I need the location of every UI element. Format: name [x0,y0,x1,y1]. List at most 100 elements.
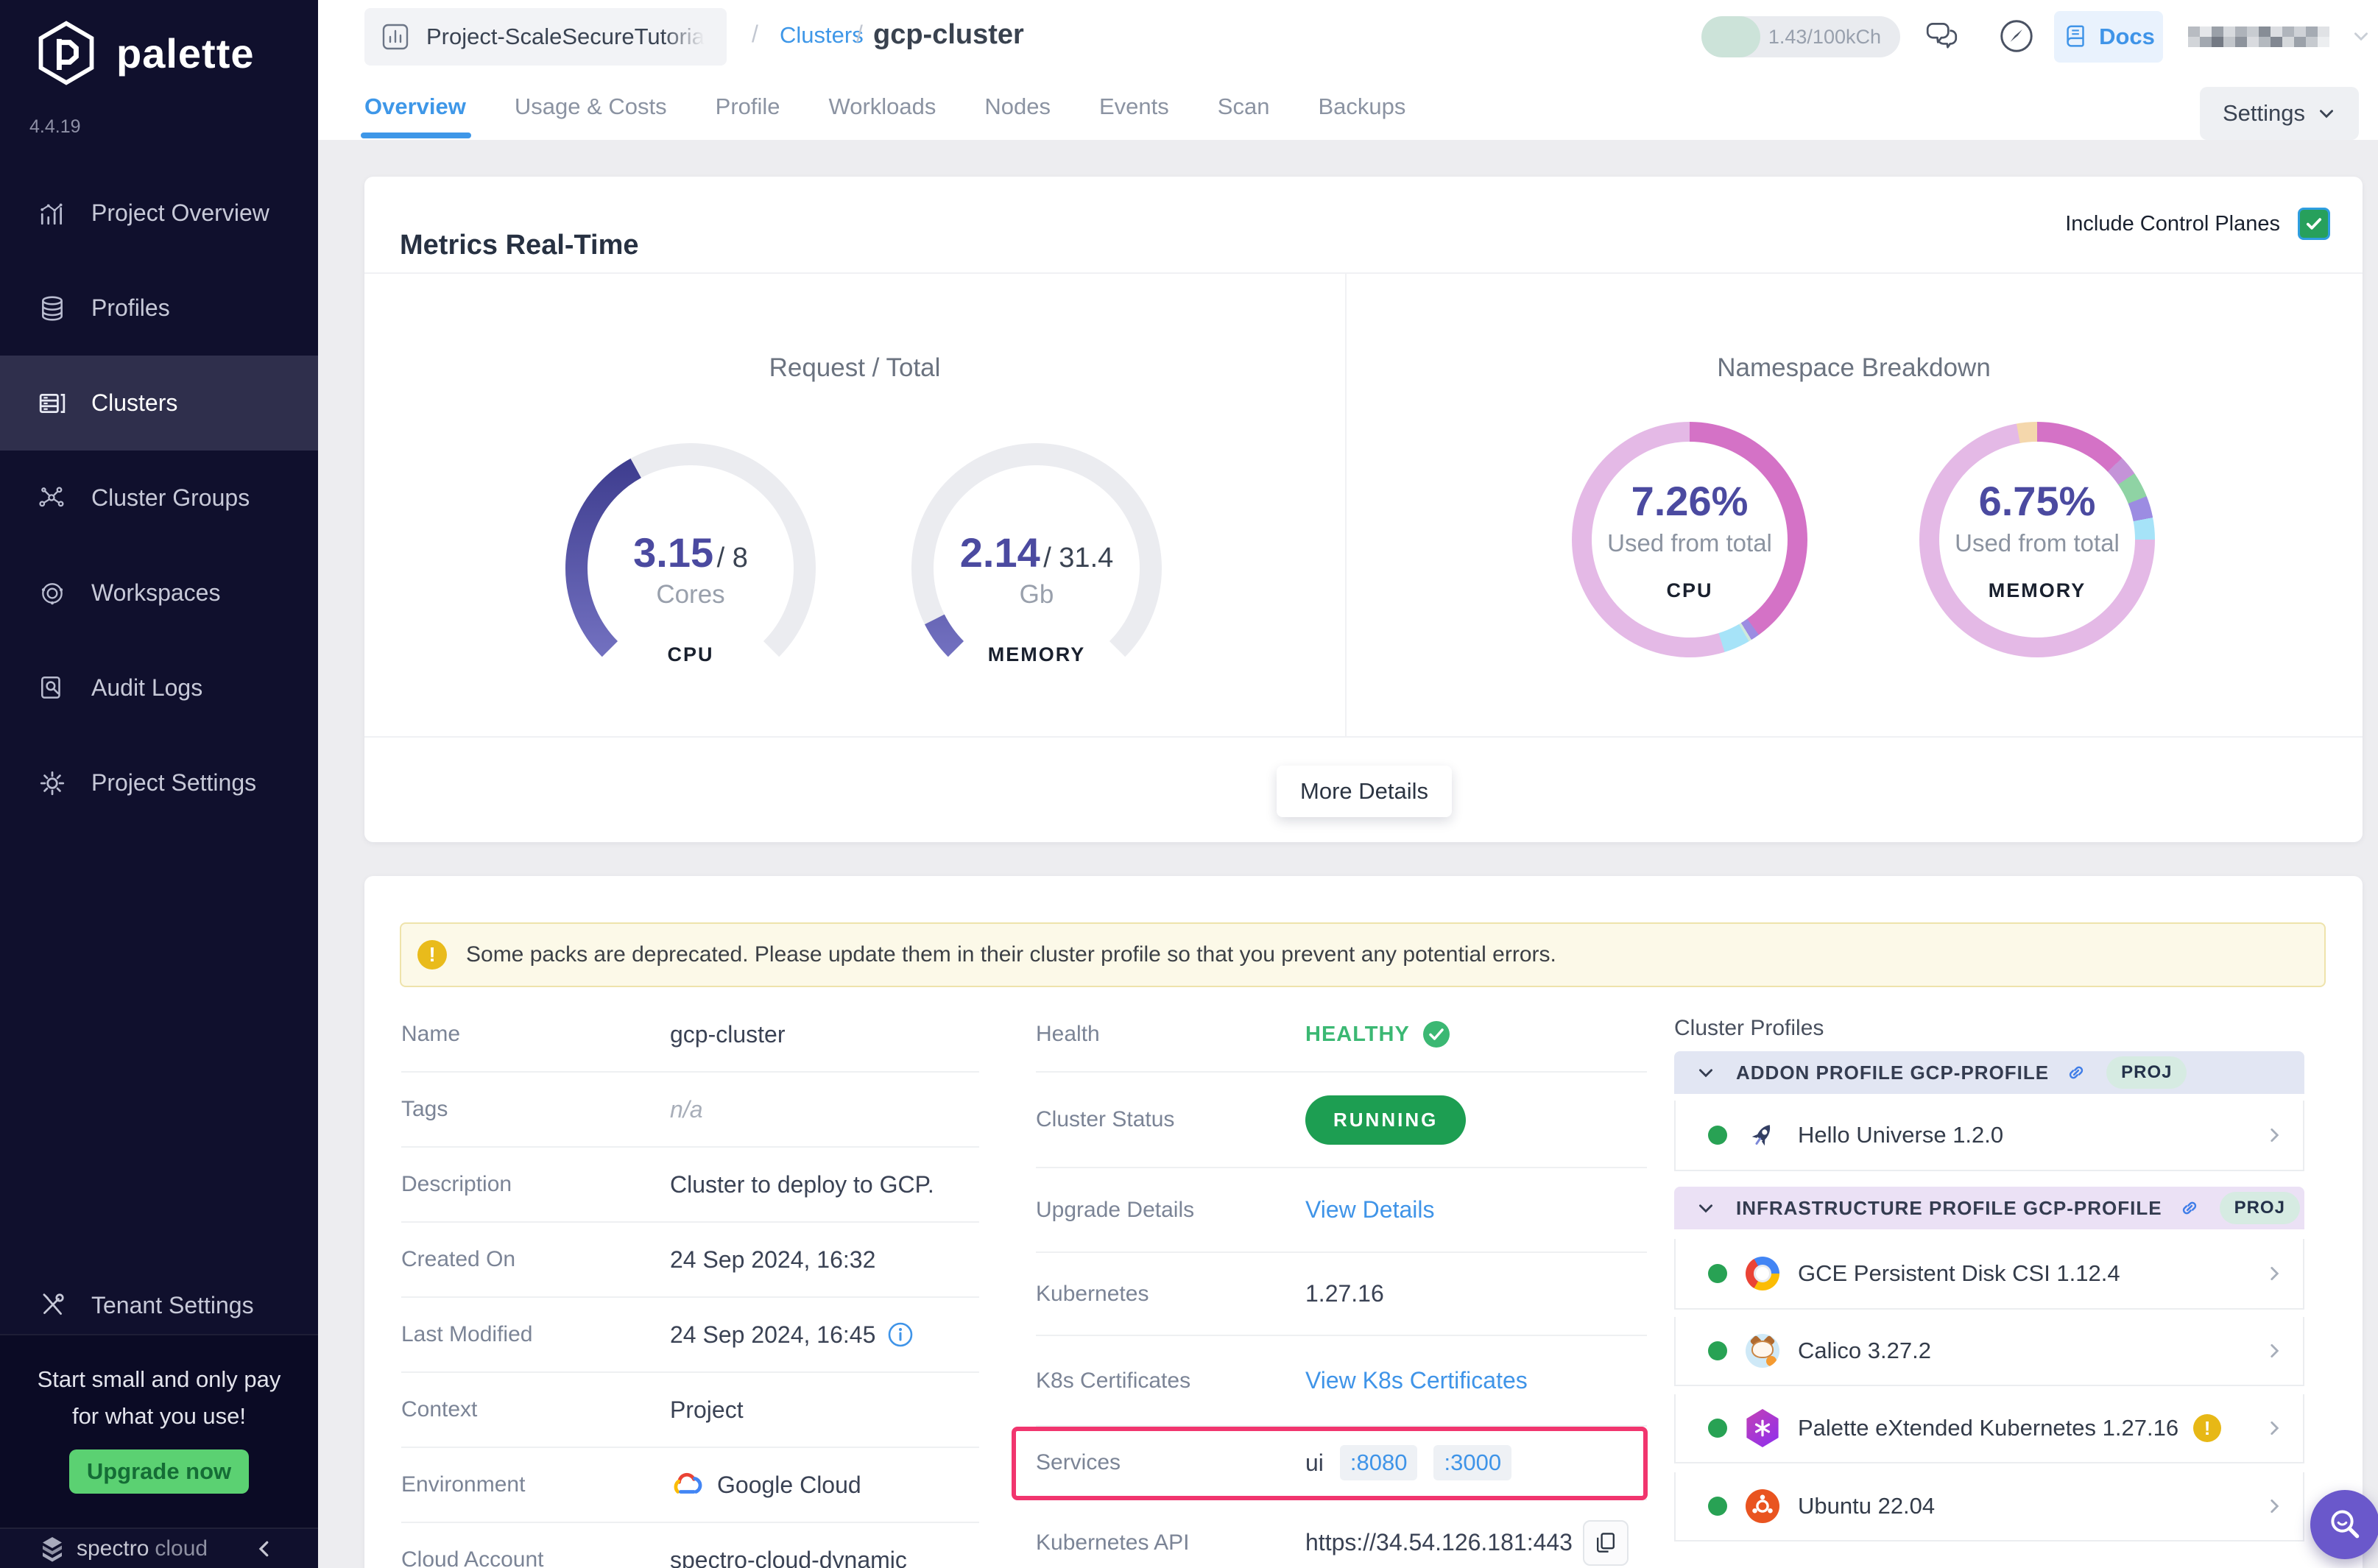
sidebar-item-clusters[interactable]: Clusters [0,356,318,451]
detail-row-created-on: Created On 24 Sep 2024, 16:32 [401,1223,979,1298]
include-control-planes-checkbox[interactable] [2298,208,2330,240]
cpu-gauge: 3.15 / 8 Cores CPU [565,443,816,693]
profile-item-ubuntu[interactable]: Ubuntu 22.04 [1674,1472,2304,1541]
deprecated-packs-banner: ! Some packs are deprecated. Please upda… [400,922,2326,987]
sidebar-item-label: Cluster Groups [91,484,250,512]
copy-api-url-button[interactable] [1583,1520,1629,1566]
sidebar-item-label: Audit Logs [91,674,202,702]
detail-row-name: Name gcp-cluster [401,997,979,1073]
tab-scan[interactable]: Scan [1218,93,1270,120]
user-name-redacted[interactable] [2188,21,2340,57]
tab-events[interactable]: Events [1099,93,1169,120]
user-menu-chevron-icon[interactable] [2351,27,2371,46]
metrics-realtime-card: Metrics Real-Time Include Control Planes… [364,177,2363,842]
profile-item-palette-extended-kubernetes[interactable]: Palette eXtended Kubernetes 1.27.16 ! [1674,1394,2304,1463]
topbar: Project-ScaleSecureTutoria / Clusters / … [318,0,2378,74]
detail-row-context: Context Project [401,1373,979,1448]
upgrade-promo: Start small and only pay for what you us… [0,1334,318,1529]
pack-status-dot [1708,1497,1727,1516]
tab-profile[interactable]: Profile [716,93,780,120]
google-cloud-icon [670,1472,704,1498]
chevron-right-icon [2265,1419,2284,1438]
promo-text-line2: for what you use! [0,1403,318,1430]
addon-profile-name: ADDON PROFILE GCP-PROFILE [1736,1062,2049,1084]
explore-compass-icon[interactable] [1997,16,2036,56]
pack-deprecated-warning-icon[interactable]: ! [2193,1414,2221,1442]
service-port-8080-link[interactable]: :8080 [1340,1445,1418,1480]
more-details-button[interactable]: More Details [1277,766,1452,817]
project-chart-icon [379,21,412,53]
warning-icon: ! [417,940,447,970]
chevron-down-icon [1696,1198,1715,1218]
copy-icon [1592,1530,1619,1556]
chevron-right-icon [2265,1126,2284,1145]
pack-status-dot [1708,1419,1727,1438]
status-row-upgrade-details: Upgrade Details View Details [1036,1168,1647,1253]
tab-workloads[interactable]: Workloads [829,93,936,120]
cpu-used-percent: 7.26% [1631,477,1749,525]
cpu-unit: Cores [565,580,816,610]
docs-button[interactable]: Docs [2054,11,2163,63]
sidebar-item-profiles[interactable]: Profiles [0,261,318,356]
tab-nodes[interactable]: Nodes [984,93,1051,120]
proj-scope-badge: PROJ [2106,1056,2187,1089]
kubernetes-api-url: https://34.54.126.181:443 [1305,1529,1573,1556]
memory-namespace-donut: 6.75% Used from total MEMORY [1919,422,2155,657]
profile-item-calico[interactable]: Calico 3.27.2 [1674,1317,2304,1386]
sidebar: palette 4.4.19 Project Overview Pro [0,0,318,1568]
help-chat-floating-button[interactable] [2310,1490,2378,1559]
app-logo[interactable]: palette [32,19,255,87]
profile-item-hello-universe[interactable]: Hello Universe 1.2.0 [1674,1101,2304,1171]
status-row-kubernetes: Kubernetes 1.27.16 [1036,1253,1647,1336]
addon-profile-group-header[interactable]: ADDON PROFILE GCP-PROFILE PROJ [1674,1051,2304,1094]
service-port-3000-link[interactable]: :3000 [1433,1445,1511,1480]
sidebar-item-project-overview[interactable]: Project Overview [0,166,318,261]
tab-usage-costs[interactable]: Usage & Costs [515,93,667,120]
link-icon[interactable] [2178,1197,2201,1219]
link-icon[interactable] [2065,1062,2087,1084]
memory-used-percent: 6.75% [1979,477,2096,525]
pack-status-dot [1708,1341,1727,1360]
cpu-total-value: / 8 [717,543,748,573]
sidebar-item-cluster-groups[interactable]: Cluster Groups [0,451,318,545]
settings-button[interactable]: Settings [2200,87,2359,140]
memory-used-caption: Used from total [1955,529,2120,557]
running-status-pill[interactable]: RUNNING [1305,1095,1466,1145]
collapse-sidebar-icon[interactable] [253,1538,275,1560]
status-row-kubernetes-api: Kubernetes API https://34.54.126.181:443 [1036,1500,1647,1568]
chevron-right-icon [2265,1497,2284,1516]
cluster-profiles-panel: Cluster Profiles ADDON PROFILE GCP-PROFI… [1674,1016,2304,1041]
palette-extended-kubernetes-icon [1745,1410,1780,1446]
analytics-icon [38,199,66,227]
banner-text: Some packs are deprecated. Please update… [466,942,1556,967]
cpu-request-value: 3.15 [633,529,713,576]
chevron-down-icon [2317,104,2336,123]
feedback-chat-icon[interactable] [1924,18,1961,54]
view-k8s-certificates-link[interactable]: View K8s Certificates [1305,1367,1528,1394]
credits-usage-pill[interactable]: 1.43/100kCh [1701,16,1900,57]
breadcrumb-clusters-link[interactable]: Clusters [780,22,864,49]
health-status-badge: HEALTHY [1305,1020,1451,1049]
upgrade-now-button[interactable]: Upgrade now [69,1449,249,1494]
check-circle-icon [1422,1020,1451,1049]
sidebar-item-label: Tenant Settings [91,1292,254,1319]
infrastructure-profile-group-header[interactable]: INFRASTRUCTURE PROFILE GCP-PROFILE PROJ [1674,1187,2304,1229]
service-name: ui [1305,1449,1324,1477]
view-details-link[interactable]: View Details [1305,1196,1434,1223]
sidebar-item-audit-logs[interactable]: Audit Logs [0,640,318,735]
tab-backups[interactable]: Backups [1318,93,1405,120]
tab-overview[interactable]: Overview [364,93,466,120]
info-icon[interactable] [887,1321,914,1348]
memory-request-value: 2.14 [960,529,1040,576]
orbit-icon [38,579,66,607]
project-selector[interactable]: Project-ScaleSecureTutoria [364,8,727,66]
profile-item-gce-persistent-disk[interactable]: GCE Persistent Disk CSI 1.12.4 [1674,1239,2304,1310]
sidebar-item-workspaces[interactable]: Workspaces [0,545,318,640]
request-total-title: Request / Total [364,353,1345,383]
memory-donut-label: MEMORY [1989,579,2086,602]
detail-row-last-modified: Last Modified 24 Sep 2024, 16:45 [401,1298,979,1373]
detail-row-environment: Environment Google Cloud [401,1448,979,1523]
credits-progress [1701,16,1760,57]
sidebar-item-project-settings[interactable]: Project Settings [0,735,318,830]
docs-label: Docs [2099,24,2155,50]
